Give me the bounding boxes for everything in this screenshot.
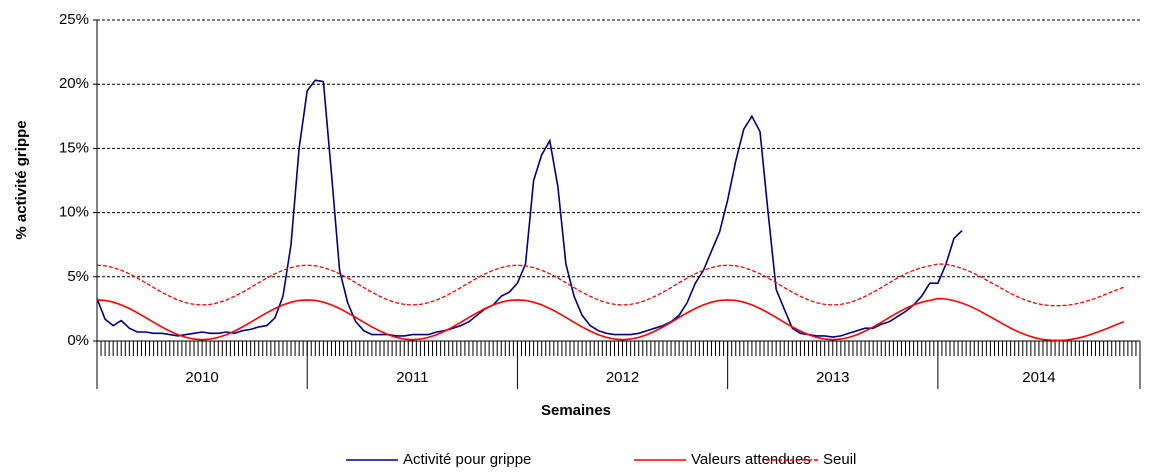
- y-tick-label: 15%: [59, 139, 89, 156]
- legend-label: Valeurs attendues: [691, 451, 811, 468]
- x-axis-title: Semaines: [541, 402, 611, 419]
- x-tick-label: 2011: [396, 369, 428, 386]
- y-tick-label: 10%: [59, 204, 89, 221]
- series-line: [96, 263, 1125, 307]
- x-tick-label: 2010: [185, 369, 218, 386]
- y-tick-label: 25%: [59, 11, 89, 28]
- x-tick-label: 2013: [816, 369, 849, 386]
- series-line: [96, 297, 1125, 342]
- x-tick-label: 2012: [606, 369, 639, 386]
- legend-label: Activité pour grippe: [403, 451, 531, 468]
- y-tick-label: 5%: [67, 268, 89, 285]
- x-tick-label: 2014: [1022, 369, 1055, 386]
- series-line: [96, 79, 963, 338]
- legend-label: Seuil: [823, 451, 856, 468]
- y-tick-label: 20%: [59, 75, 89, 92]
- x-minor-ticks: [96, 341, 1141, 356]
- y-tick-label: 0%: [67, 332, 89, 349]
- y-axis-title: % activité grippe: [13, 120, 30, 239]
